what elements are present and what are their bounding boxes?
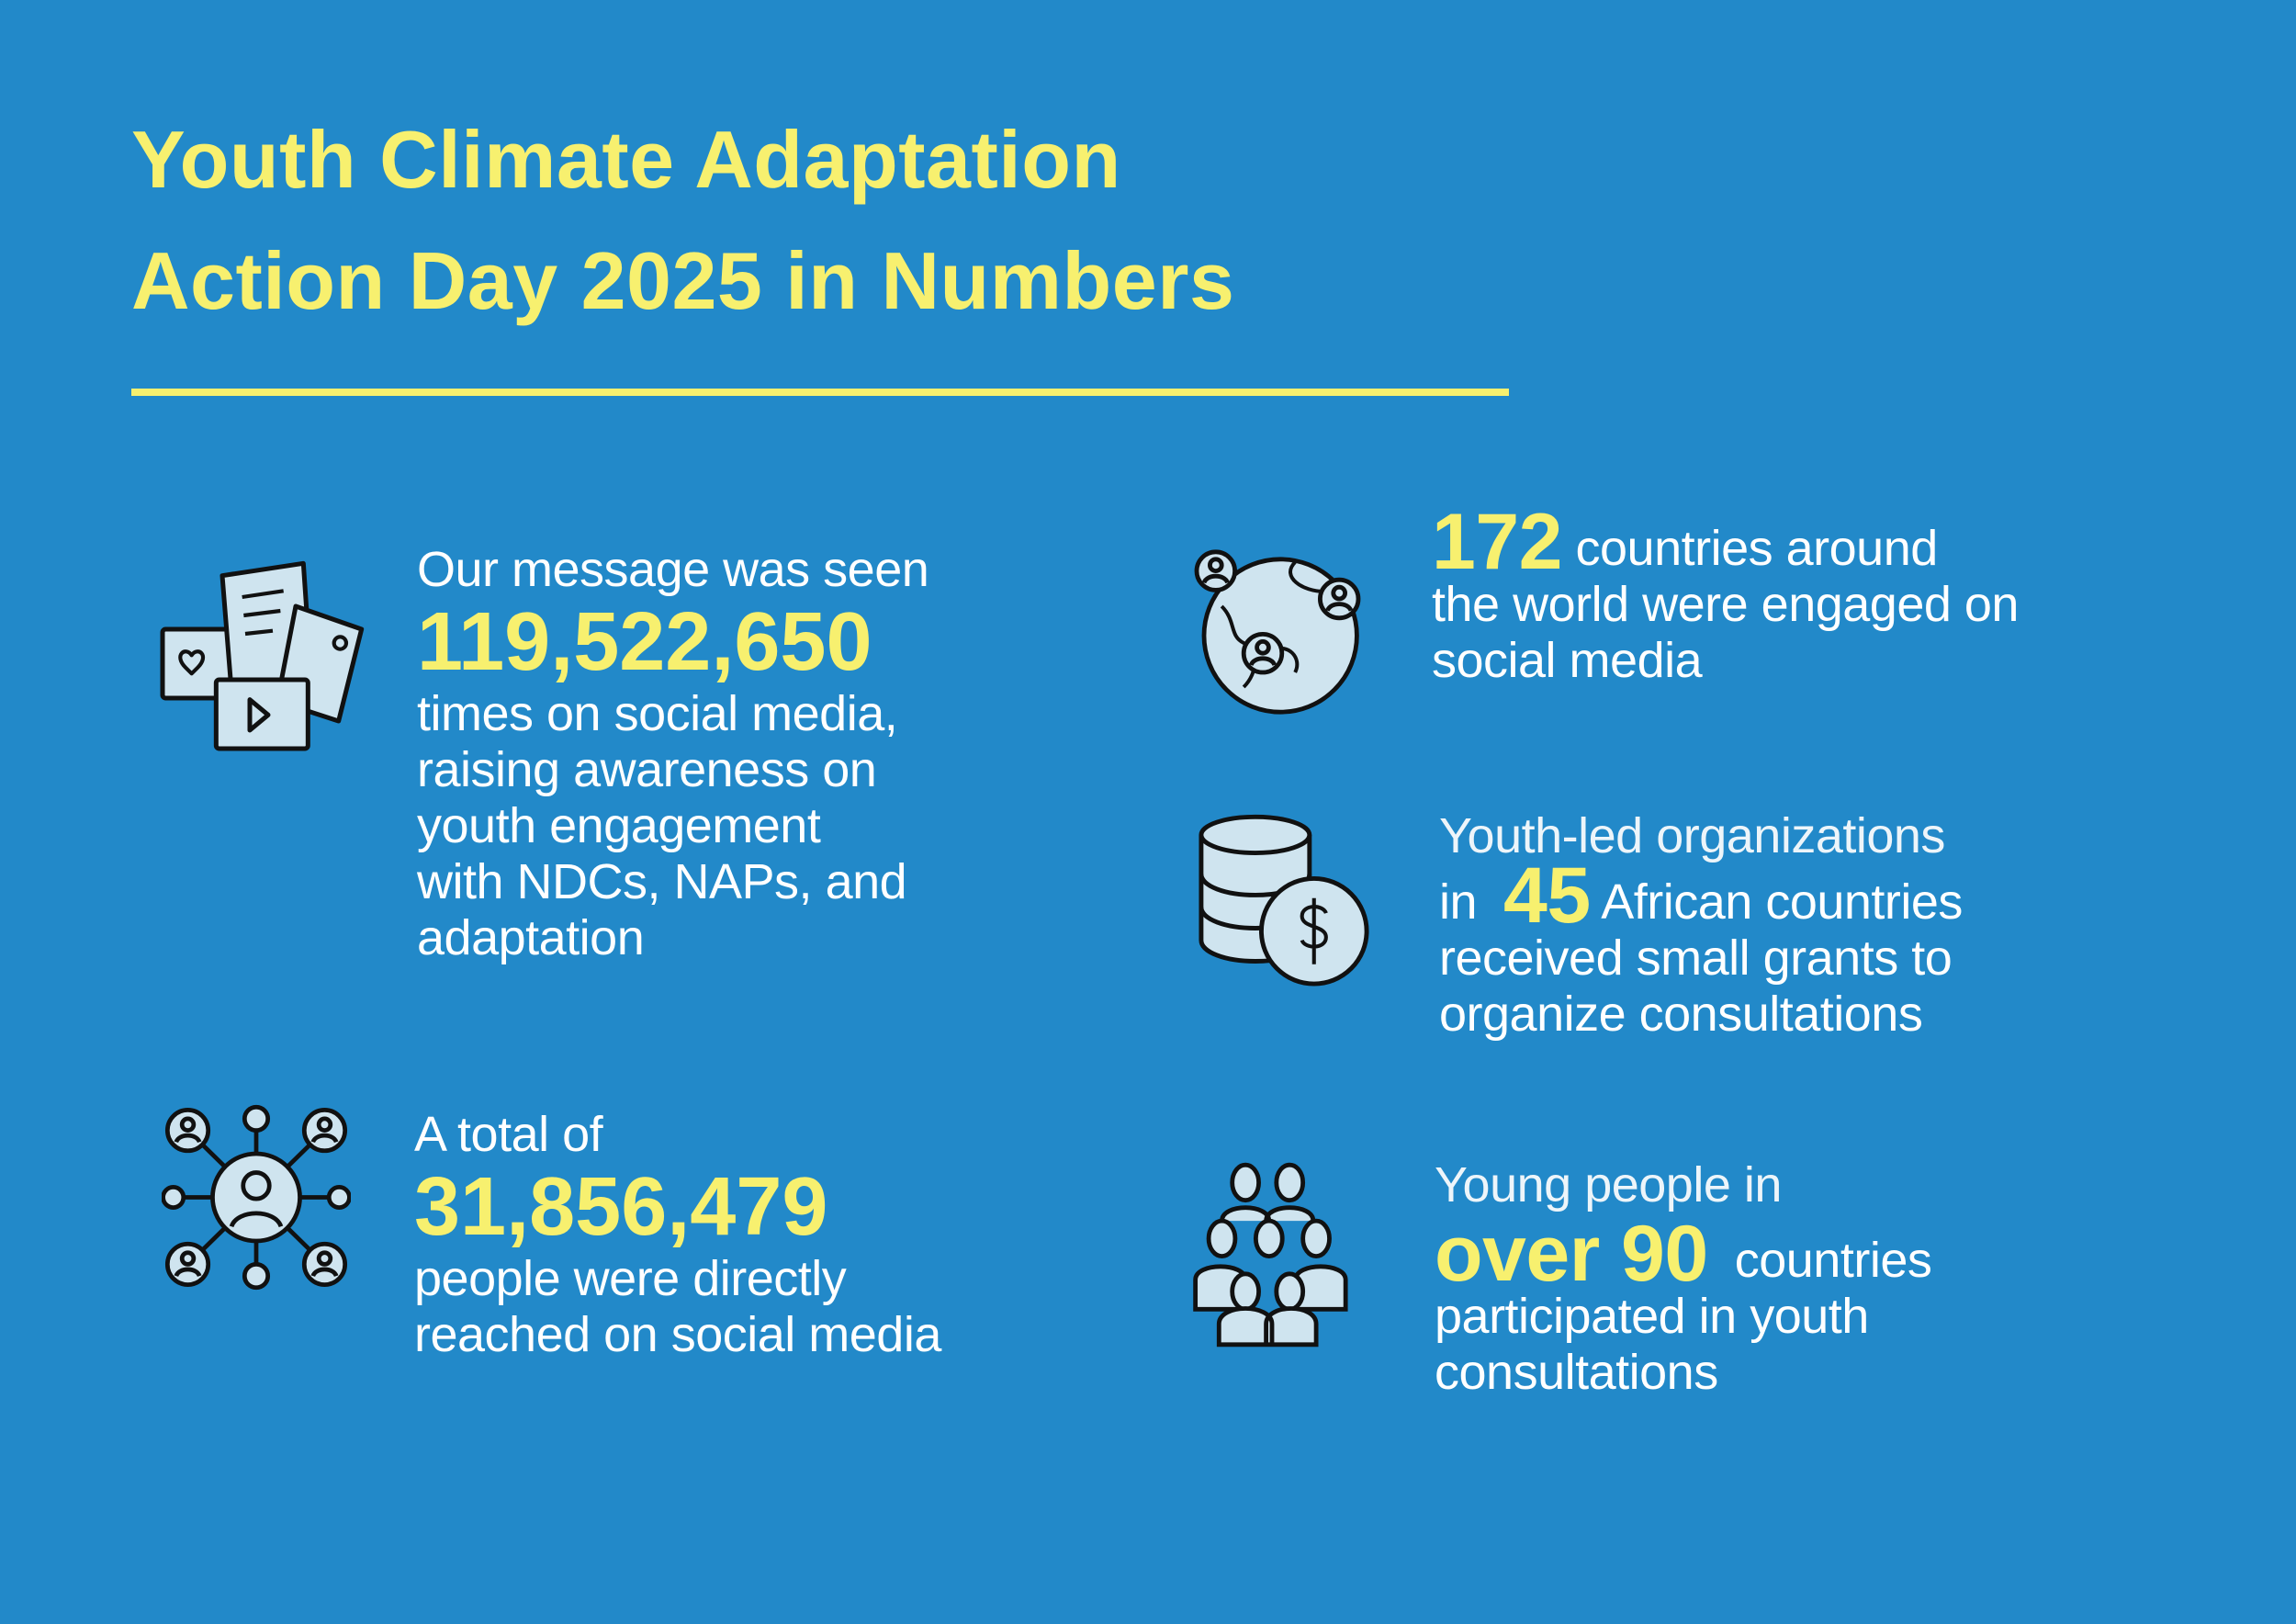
globe-people-icon bbox=[1194, 549, 1361, 715]
stat-countries-line-2: social media bbox=[1432, 633, 1703, 688]
stat-consultations-number: over 90 bbox=[1435, 1210, 1708, 1298]
stat-views-line-3: youth engagement bbox=[417, 798, 821, 853]
coins-dollar-icon bbox=[1199, 814, 1369, 987]
stat-grants-intro: Youth-led organizations bbox=[1439, 808, 1945, 863]
stat-views-intro: Our message was seen bbox=[417, 542, 929, 597]
stat-views-line-1: times on social media, bbox=[417, 686, 898, 741]
group-people-icon bbox=[1193, 1162, 1348, 1348]
stat-reach-line-1: people were directly bbox=[414, 1251, 847, 1306]
stat-consultations-line-1: participated in youth bbox=[1435, 1289, 1869, 1344]
stat-consultations-line-2: consultations bbox=[1435, 1345, 1718, 1400]
stat-countries: 172 countries around the world were enga… bbox=[1432, 502, 2019, 689]
stat-views-number: 119,522,650 bbox=[417, 596, 872, 688]
stat-views-line-4: with NDCs, NAPs, and bbox=[417, 854, 907, 909]
stat-views-line-2: raising awareness on bbox=[417, 742, 877, 797]
stat-countries-number: 172 bbox=[1432, 498, 1563, 586]
stat-countries-line-1: the world were engaged on bbox=[1432, 577, 2019, 632]
people-network-icon bbox=[162, 1104, 351, 1291]
stat-views-line-5: adaptation bbox=[417, 910, 645, 965]
page-title: Youth Climate Adaptation Action Day 2025… bbox=[131, 99, 1234, 342]
stat-reach-number: 31,856,479 bbox=[414, 1161, 828, 1253]
stat-grants-line-2: organize consultations bbox=[1439, 987, 1923, 1042]
stat-reach-intro: A total of bbox=[414, 1107, 603, 1162]
stat-grants-line-1: received small grants to bbox=[1439, 930, 1953, 986]
stat-reach: A total of 31,856,479 people were direct… bbox=[414, 1107, 941, 1363]
stat-grants-prefix: in bbox=[1439, 874, 1478, 930]
stat-consultations-intro: Young people in bbox=[1435, 1157, 1782, 1212]
stat-grants: Youth-led organizations in 45 African co… bbox=[1439, 808, 1963, 1043]
title-line-2: Action Day 2025 in Numbers bbox=[131, 235, 1235, 326]
stat-reach-line-2: reached on social media bbox=[414, 1307, 941, 1362]
title-line-1: Youth Climate Adaptation bbox=[131, 114, 1121, 205]
stat-countries-inline: countries around bbox=[1575, 521, 1939, 576]
stat-consultations-inline: countries bbox=[1734, 1233, 1932, 1288]
stat-views: Our message was seen 119,522,650 times o… bbox=[417, 542, 929, 966]
stat-grants-number: 45 bbox=[1503, 851, 1591, 940]
stat-grants-inline: African countries bbox=[1601, 874, 1963, 930]
social-media-posts-icon bbox=[160, 560, 365, 751]
stat-consultations: Young people in over 90 countries partic… bbox=[1435, 1157, 1932, 1401]
title-divider bbox=[131, 389, 1509, 396]
